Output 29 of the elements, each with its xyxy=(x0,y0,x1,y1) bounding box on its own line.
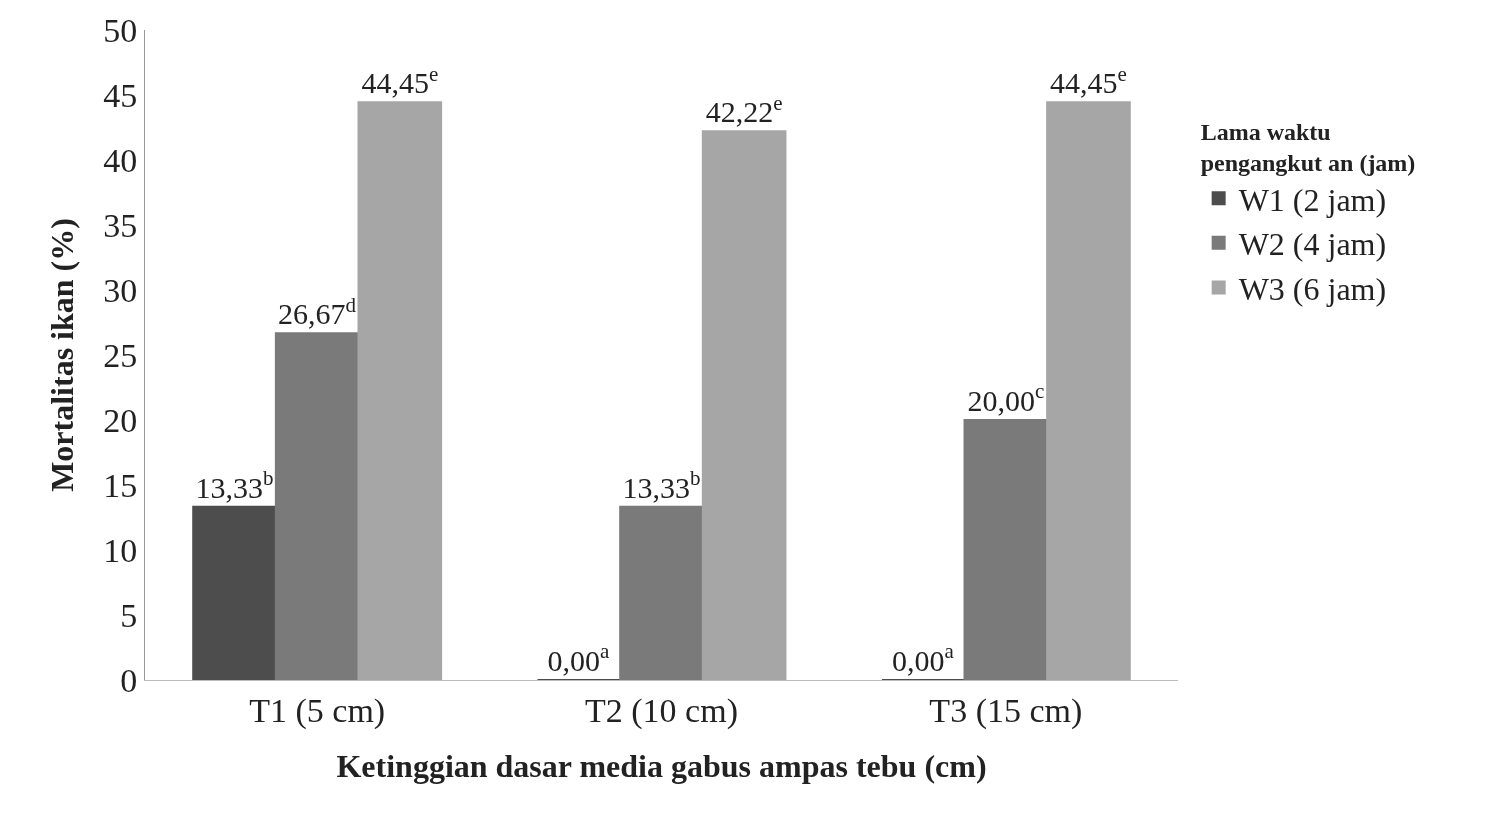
y-tick-label: 50 xyxy=(103,11,138,49)
y-tick-label: 0 xyxy=(120,661,138,699)
x-tick-label: T1 (5 cm) xyxy=(249,691,386,730)
data-label: 13,33$^{b}$ xyxy=(195,466,274,504)
y-tick-label: 30 xyxy=(103,271,138,309)
data-label: 0,00$^{a}$ xyxy=(891,639,955,677)
data-label: 42,22$^{e}$ xyxy=(705,90,783,129)
x-axis-title: Ketinggian dasar media gabus ampas tebu (cm) xyxy=(336,747,987,784)
legend-label: W1 (2 jam) xyxy=(1238,181,1387,218)
data-label: 20,00$^{c}$ xyxy=(967,379,1045,417)
data-label: 0,00$^{a}$ xyxy=(547,639,611,677)
y-axis-title: Mortalitas ikan (%) xyxy=(43,218,80,492)
legend-title: Lama waktu pengangkut an (jam) xyxy=(1200,118,1416,176)
y-tick-label: 35 xyxy=(103,206,138,244)
data-label: 26,67$^{d}$ xyxy=(277,292,357,331)
y-tick-label: 45 xyxy=(103,76,138,114)
x-tick-label: T2 (10 cm) xyxy=(585,691,738,730)
data-label: 44,45$^{e}$ xyxy=(1050,61,1127,100)
x-tick-label: T3 (15 cm) xyxy=(929,691,1083,730)
data-label: 13,33$^{b}$ xyxy=(622,466,701,504)
y-tick-label: 5 xyxy=(120,596,138,634)
y-tick-label: 10 xyxy=(103,531,138,569)
y-tick-label: 40 xyxy=(103,141,138,179)
y-tick-label: 15 xyxy=(103,466,138,504)
y-tick-label: 25 xyxy=(103,336,138,374)
y-tick-label: 20 xyxy=(103,401,138,439)
data-label: 44,45$^{e}$ xyxy=(361,61,439,100)
legend-label: W2 (4 jam) xyxy=(1238,226,1387,263)
legend-label: W3 (6 jam) xyxy=(1238,270,1387,307)
